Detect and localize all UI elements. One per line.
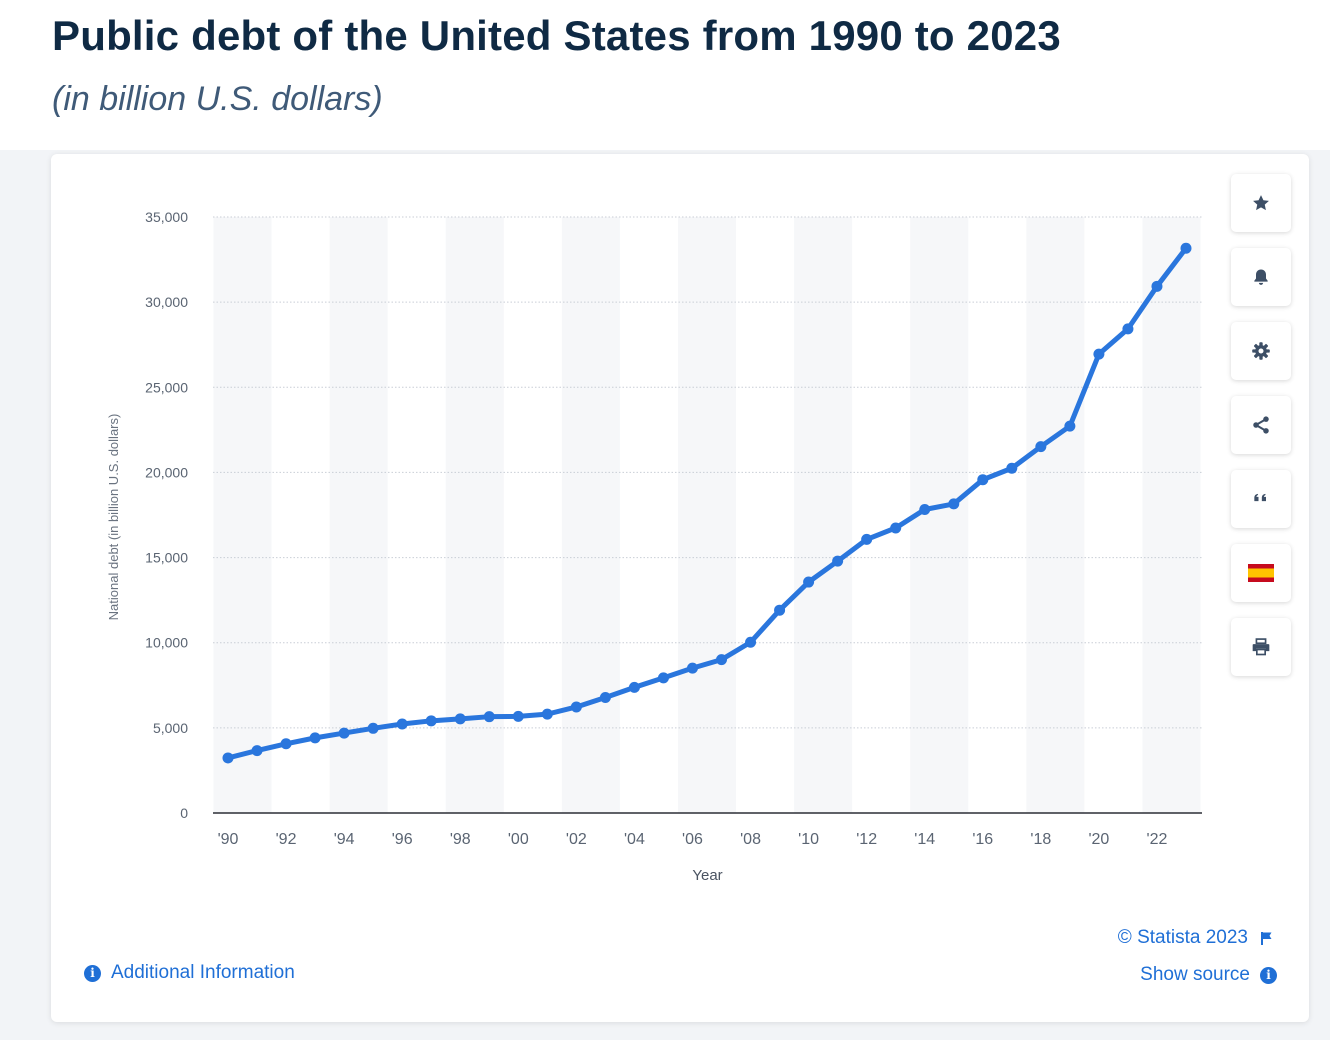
background-band: [1142, 217, 1201, 813]
bell-icon: [1254, 269, 1268, 285]
data-point: [774, 604, 786, 616]
y-tick-label: 0: [180, 805, 188, 821]
x-axis-title: Year: [692, 867, 722, 884]
data-point: [541, 708, 553, 720]
data-point: [396, 718, 408, 730]
data-point: [1064, 420, 1076, 432]
data-point: [1006, 462, 1018, 474]
x-tick-label: '92: [276, 831, 297, 848]
data-point: [1093, 348, 1105, 360]
background-band: [213, 217, 272, 813]
page-title: Public debt of the United States from 19…: [52, 12, 1061, 59]
y-axis-title: National debt (in billion U.S. dollars): [106, 414, 121, 621]
data-point: [338, 727, 350, 739]
data-point: [1180, 242, 1192, 254]
x-tick-label: '14: [914, 831, 935, 848]
data-point: [1151, 280, 1163, 292]
x-tick-label: '22: [1147, 831, 1168, 848]
data-point: [309, 732, 321, 744]
star-icon: [1253, 195, 1269, 211]
data-point: [803, 576, 815, 588]
x-tick-label: '94: [334, 831, 355, 848]
data-point: [454, 713, 466, 725]
y-tick-label: 25,000: [145, 379, 188, 395]
series-line: [225, 245, 1189, 761]
background-band: [561, 217, 620, 813]
background-band: [677, 217, 737, 813]
background-band: [445, 217, 504, 813]
data-point: [570, 701, 582, 713]
x-tick-label: '98: [450, 831, 471, 848]
x-tick-label: '18: [1030, 831, 1051, 848]
additional-information-label: Additional Information: [111, 962, 295, 983]
settings-button[interactable]: [1231, 322, 1291, 380]
y-tick-label: 5,000: [153, 720, 188, 736]
info-icon: i: [1260, 966, 1277, 984]
data-point: [686, 662, 698, 674]
x-tick-label: '10: [798, 831, 819, 848]
data-point: [483, 711, 495, 723]
data-point: [1122, 323, 1134, 335]
x-tick-label: '96: [392, 831, 413, 848]
y-tick-label: 35,000: [145, 209, 188, 225]
additional-information-link[interactable]: i Additional Information: [84, 962, 295, 984]
chart-card: 0 5,000 10,000 15,000 20,000 25,000 30,000 35,0…: [51, 154, 1309, 1022]
data-point: [280, 738, 292, 750]
notification-button[interactable]: [1231, 248, 1291, 306]
y-tick-label: 10,000: [145, 635, 188, 651]
data-point: [861, 533, 873, 545]
data-point: [1035, 441, 1047, 453]
y-tick-label: 15,000: [145, 550, 188, 566]
flag-icon: [1261, 931, 1272, 945]
cite-button[interactable]: [1231, 470, 1291, 528]
quote-icon: [1254, 493, 1266, 502]
data-point: [716, 654, 728, 666]
x-tick-label: '16: [972, 831, 993, 848]
x-tick-label: '08: [740, 831, 761, 848]
show-source-link[interactable]: Show source i: [1140, 964, 1277, 986]
background-band: [1026, 217, 1085, 813]
data-point: [367, 722, 379, 734]
background-band: [329, 217, 388, 813]
data-point: [657, 672, 669, 684]
data-point: [222, 752, 234, 764]
data-point: [977, 474, 989, 486]
data-point: [425, 715, 437, 727]
data-point: [890, 522, 902, 534]
header-area: Public debt of the United States from 19…: [0, 0, 1330, 150]
x-tick-label: '20: [1088, 831, 1109, 848]
x-tick-label: '00: [508, 831, 529, 848]
x-tick-label: '12: [856, 831, 877, 848]
data-point: [251, 745, 263, 757]
copyright-label: © Statista 2023: [1117, 927, 1248, 948]
y-tick-label: 20,000: [145, 464, 188, 480]
x-tick-label: '04: [624, 831, 645, 848]
data-point: [832, 555, 844, 567]
favorite-button[interactable]: [1231, 174, 1291, 232]
x-tick-label: '02: [566, 831, 587, 848]
data-point: [919, 503, 931, 515]
data-point: [512, 710, 524, 722]
data-point: [948, 498, 960, 510]
data-point: [628, 681, 640, 693]
x-tick-label: '06: [682, 831, 703, 848]
background-band: [794, 217, 853, 813]
x-tick-label: '90: [218, 831, 239, 848]
data-point: [599, 691, 611, 703]
print-button[interactable]: [1231, 618, 1291, 676]
share-button[interactable]: [1231, 396, 1291, 454]
page-subtitle: (in billion U.S. dollars): [52, 80, 383, 118]
gear-icon: [1252, 342, 1270, 360]
language-button[interactable]: [1231, 544, 1291, 602]
statista-copyright-link[interactable]: © Statista 2023: [1118, 927, 1273, 949]
print-icon: [1252, 638, 1270, 656]
line-chart: 0 5,000 10,000 15,000 20,000 25,000 30,000 35,0…: [106, 209, 1202, 884]
info-icon: i: [84, 964, 101, 982]
share-icon: [1253, 416, 1269, 434]
y-tick-label: 30,000: [145, 294, 188, 310]
data-point: [745, 636, 757, 648]
spain-flag-icon: [1248, 564, 1274, 582]
show-source-label: Show source: [1140, 964, 1250, 985]
